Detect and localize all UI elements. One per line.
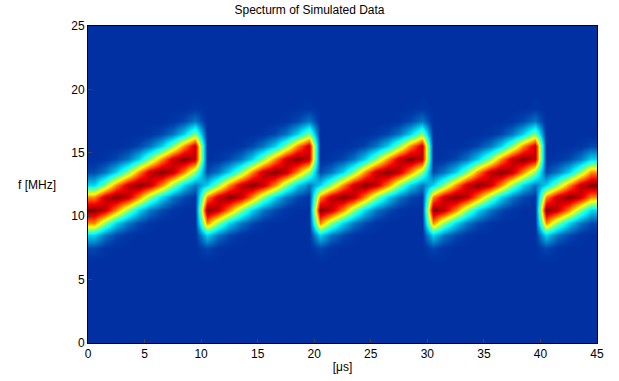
svg-text:10: 10	[71, 209, 85, 223]
svg-text:10: 10	[194, 347, 208, 361]
svg-text:25: 25	[364, 347, 378, 361]
svg-text:0: 0	[85, 347, 92, 361]
svg-text:5: 5	[78, 273, 85, 287]
svg-text:15: 15	[251, 347, 265, 361]
svg-text:25: 25	[71, 19, 85, 33]
svg-text:20: 20	[71, 83, 85, 97]
svg-text:5: 5	[141, 347, 148, 361]
svg-text:[μs]: [μs]	[333, 360, 353, 374]
svg-text:Specturm of Simulated Data: Specturm of Simulated Data	[234, 3, 384, 17]
svg-text:40: 40	[534, 347, 548, 361]
svg-text:35: 35	[477, 347, 491, 361]
svg-text:0: 0	[78, 336, 85, 350]
svg-text:20: 20	[308, 347, 322, 361]
svg-text:30: 30	[421, 347, 435, 361]
svg-text:15: 15	[71, 146, 85, 160]
svg-text:45: 45	[590, 347, 604, 361]
svg-text:f [MHz]: f [MHz]	[18, 178, 56, 192]
